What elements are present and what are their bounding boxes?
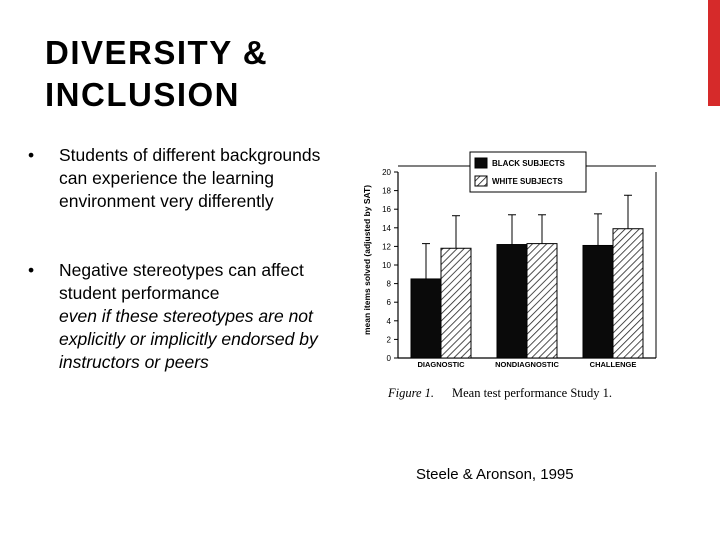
legend-swatch-black bbox=[474, 157, 488, 169]
figure-caption-label: Figure 1. bbox=[387, 386, 434, 400]
title-line-1: DIVERSITY & bbox=[45, 34, 269, 71]
x-tick-label: CHALLENGE bbox=[590, 360, 637, 369]
legend-box bbox=[469, 151, 587, 193]
y-tick-label: 10 bbox=[382, 261, 391, 270]
bullet-item-2: • Negative stereotypes can affect studen… bbox=[28, 259, 338, 374]
citation: Steele & Aronson, 1995 bbox=[416, 466, 574, 483]
title-line-2: INCLUSION bbox=[45, 76, 240, 113]
bar-white-subjects bbox=[440, 247, 472, 359]
bar-black-subjects bbox=[410, 278, 442, 359]
legend-label: BLACK SUBJECTS bbox=[492, 159, 566, 168]
bar-chart: 0 2 4 6 8 10 12 14 16 18 20 DIAGNOSTIC NONDIAGNOSTIC… bbox=[362, 151, 657, 400]
y-tick-label: 4 bbox=[387, 317, 392, 326]
bar-black-subjects bbox=[582, 244, 614, 359]
bullet-dot-icon: • bbox=[28, 145, 35, 165]
y-tick-label: 12 bbox=[382, 242, 391, 251]
y-tick-label: 20 bbox=[382, 168, 391, 177]
y-tick-label: 16 bbox=[382, 205, 391, 214]
bullet-text-1: Students of different backgrounds can ex… bbox=[59, 145, 321, 211]
y-tick-label: 8 bbox=[387, 280, 392, 289]
y-axis-label: mean items solved (adjusted by SAT) bbox=[362, 185, 372, 335]
legend-label: WHITE SUBJECTS bbox=[492, 177, 563, 186]
figure-caption-text: Mean test performance Study 1. bbox=[452, 386, 612, 400]
bullet-text-2-italic: even if these stereotypes are not explic… bbox=[59, 306, 318, 372]
y-tick-label: 6 bbox=[387, 298, 392, 307]
y-tick-label: 14 bbox=[382, 224, 391, 233]
x-tick-label: NONDIAGNOSTIC bbox=[495, 360, 559, 369]
bar-white-subjects bbox=[612, 228, 644, 359]
legend-swatch-white bbox=[474, 175, 488, 187]
y-tick-label: 0 bbox=[387, 354, 392, 363]
bullet-item-1: • Students of different backgrounds can … bbox=[28, 144, 338, 213]
chart-figure: 0 2 4 6 8 10 12 14 16 18 20 DIAGNOSTIC NONDIAGNOSTIC… bbox=[352, 148, 682, 416]
slide-title: DIVERSITY & INCLUSION bbox=[45, 32, 365, 116]
x-tick-label: DIAGNOSTIC bbox=[417, 360, 465, 369]
bar-white-subjects bbox=[526, 243, 558, 359]
bullet-dot-icon: • bbox=[28, 260, 35, 280]
bar-black-subjects bbox=[496, 244, 528, 359]
y-tick-label: 18 bbox=[382, 187, 391, 196]
accent-bar bbox=[708, 0, 720, 106]
bullet-text-2: Negative stereotypes can affect student … bbox=[59, 260, 304, 303]
bullet-list: • Students of different backgrounds can … bbox=[28, 144, 338, 374]
y-tick-label: 2 bbox=[387, 335, 392, 344]
